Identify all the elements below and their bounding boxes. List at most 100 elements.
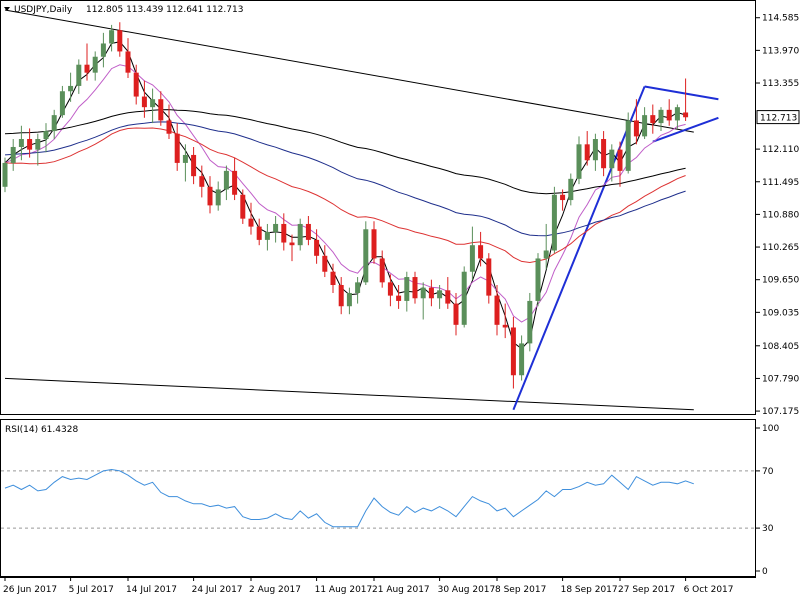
candle-bear: [158, 99, 164, 121]
candle-bear: [371, 229, 377, 259]
candle-bear: [133, 72, 139, 97]
candle-bear: [199, 176, 205, 187]
candle-bull: [461, 271, 467, 325]
candle-bear: [666, 109, 672, 121]
moving-averages: [4, 41, 686, 350]
price-tick-label: 109.650: [762, 276, 799, 286]
candle-bull: [363, 229, 369, 283]
trendlines: [4, 9, 719, 411]
candle-bear: [478, 245, 484, 259]
candle-bull: [109, 30, 115, 44]
candle-bear: [174, 133, 180, 163]
candle-bull: [576, 144, 582, 179]
price-tick-label: 107.790: [762, 374, 799, 384]
time-tick-label: 26 Jun 2017: [3, 585, 57, 595]
price-tick-label: 107.175: [762, 407, 799, 417]
price-tick-label: 110.880: [762, 210, 799, 220]
candle-bull: [182, 154, 188, 163]
price-tick-label: 112.110: [762, 145, 799, 155]
candle-bull: [150, 99, 156, 108]
price-tick-label: 114.585: [762, 14, 799, 24]
price-tick-label: 110.265: [762, 243, 799, 253]
trendline: [4, 377, 694, 411]
time-tick-label: 24 Jul 2017: [192, 585, 243, 595]
candle-bull: [609, 149, 615, 169]
candle-bull: [297, 223, 303, 246]
price-axis: 114.585 113.970 113.355 112.110 111.495 110.8…: [756, 14, 799, 417]
candle-bear: [240, 194, 246, 219]
candle-bull: [10, 146, 16, 163]
candle-bear: [84, 64, 90, 73]
time-tick-label: 27 Sep 2017: [618, 585, 675, 595]
rsi-tick-label: 100: [762, 424, 779, 434]
rsi-plot: [1, 468, 755, 529]
time-tick-label: 18 Sep 2017: [561, 585, 618, 595]
time-tick-label: 6 Oct 2017: [684, 585, 734, 595]
ema-line: [4, 64, 686, 323]
candle-bull: [264, 231, 270, 240]
candle-bull: [355, 282, 361, 293]
price-tick-label: 109.035: [762, 308, 799, 318]
candle-bear: [281, 223, 287, 243]
candle-bull: [469, 245, 475, 272]
trendline: [512, 86, 646, 411]
candle-bear: [322, 255, 328, 272]
candle-bear: [330, 271, 336, 286]
candle-bull: [59, 91, 65, 116]
rsi-line: [4, 468, 694, 528]
candle-bull: [35, 139, 41, 150]
candle-bear: [510, 327, 516, 376]
candle-bull: [592, 139, 598, 161]
candle-bull: [674, 107, 680, 121]
candle-bull: [2, 162, 8, 187]
ma-navy-line: [4, 121, 686, 237]
current-price-value: 112.713: [760, 114, 797, 124]
candle-bull: [658, 109, 664, 124]
time-tick-label: 11 Aug 2017: [315, 585, 373, 595]
candle-bull: [68, 85, 74, 92]
candle-bear: [453, 303, 459, 325]
candle-bear: [633, 120, 639, 137]
candle-bull: [642, 115, 648, 137]
candle-bear: [445, 290, 451, 304]
candle-bear: [412, 277, 418, 299]
time-tick-label: 8 Sep 2017: [495, 585, 546, 595]
candle-bull: [346, 292, 352, 307]
candle-bear: [27, 139, 33, 150]
candle-bull: [76, 64, 82, 86]
candle-bear: [117, 30, 123, 52]
candle-bear: [191, 154, 197, 177]
time-axis: 26 Jun 2017 5 Jul 2017 14 Jul 2017 24 Jul 2…: [3, 577, 734, 595]
candle-bear: [256, 226, 262, 240]
candle-bull: [100, 43, 106, 57]
candle-bear: [248, 218, 254, 227]
trendline: [644, 85, 719, 101]
candle-bear: [601, 139, 607, 169]
current-price-tag: 112.713: [756, 110, 800, 125]
rsi-tick-label: 30: [762, 524, 774, 534]
time-tick-label: 14 Jul 2017: [126, 585, 177, 595]
triangle-down-icon: [4, 7, 10, 11]
candle-bull: [527, 300, 533, 344]
rsi-tick-label: 0: [762, 567, 768, 577]
candle-bear: [289, 242, 295, 246]
time-tick-label: 30 Aug 2017: [438, 585, 496, 595]
candle-bear: [650, 115, 656, 124]
candle-bull: [568, 178, 574, 201]
candle-bull: [43, 131, 49, 140]
candle-bear: [560, 194, 566, 201]
candle-bull: [404, 277, 410, 301]
candle-bear: [232, 170, 238, 195]
sma-fast-line: [4, 41, 686, 350]
candle-bear: [338, 285, 344, 307]
candle-bull: [519, 343, 525, 376]
price-tick-label: 108.405: [762, 342, 799, 352]
candle-bear: [486, 258, 492, 296]
candle-bear: [494, 295, 500, 325]
candle-bull: [625, 120, 631, 171]
time-tick-label: 5 Jul 2017: [69, 585, 114, 595]
time-tick-label: 2 Aug 2017: [249, 585, 301, 595]
candle-bear: [396, 295, 402, 301]
